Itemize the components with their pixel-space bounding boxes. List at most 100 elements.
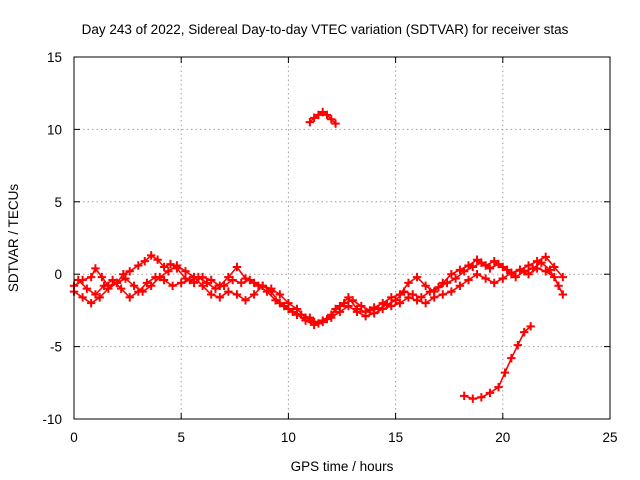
data-point bbox=[314, 319, 323, 328]
data-point bbox=[417, 293, 426, 302]
data-point bbox=[472, 270, 482, 279]
data-point bbox=[464, 261, 473, 270]
data-point bbox=[511, 272, 520, 282]
data-point bbox=[140, 256, 149, 266]
data-point bbox=[74, 275, 83, 285]
chart-title: Day 243 of 2022, Sidereal Day-to-day VTE… bbox=[82, 22, 569, 37]
data-point bbox=[116, 284, 126, 293]
y-tick-label: -10 bbox=[42, 412, 62, 427]
data-point bbox=[485, 264, 495, 273]
data-point bbox=[558, 290, 568, 299]
data-point bbox=[309, 320, 319, 330]
data-point bbox=[421, 281, 430, 290]
data-point bbox=[245, 275, 255, 285]
data-point bbox=[408, 290, 417, 299]
data-point bbox=[558, 272, 568, 282]
data-point bbox=[387, 293, 396, 302]
data-point bbox=[129, 281, 139, 290]
data-point bbox=[477, 258, 486, 267]
series-track-3 bbox=[74, 258, 563, 328]
data-point bbox=[344, 301, 353, 311]
data-point bbox=[352, 307, 362, 317]
data-point bbox=[331, 119, 340, 128]
y-tick-label: 10 bbox=[47, 122, 62, 137]
data-point bbox=[232, 290, 242, 299]
data-point bbox=[164, 267, 173, 276]
data-point bbox=[412, 272, 422, 282]
data-point bbox=[202, 278, 212, 288]
data-point bbox=[232, 262, 242, 272]
data-point bbox=[305, 313, 315, 322]
data-point bbox=[421, 298, 430, 308]
data-point bbox=[526, 322, 535, 331]
data-point bbox=[279, 301, 289, 311]
data-point bbox=[95, 293, 104, 302]
data-point bbox=[159, 275, 169, 285]
data-point bbox=[447, 270, 456, 279]
data-point bbox=[219, 281, 229, 290]
x-tick-label: 5 bbox=[177, 430, 185, 445]
data-point bbox=[228, 275, 237, 285]
data-point bbox=[391, 296, 400, 305]
x-tick-label: 10 bbox=[281, 430, 296, 445]
data-point bbox=[318, 107, 327, 117]
x-tick-label: 0 bbox=[70, 430, 78, 445]
data-point bbox=[507, 353, 516, 363]
data-point bbox=[262, 287, 272, 296]
data-point bbox=[97, 272, 107, 282]
data-point bbox=[331, 304, 340, 314]
data-point bbox=[339, 298, 349, 308]
data-point bbox=[541, 252, 550, 262]
data-point bbox=[134, 261, 143, 270]
data-point bbox=[481, 274, 490, 283]
data-point bbox=[168, 281, 177, 290]
data-point bbox=[215, 293, 224, 302]
data-point bbox=[500, 368, 510, 377]
series-line bbox=[463, 325, 532, 400]
series-descending-arc bbox=[460, 322, 535, 403]
data-point bbox=[207, 290, 216, 299]
data-point bbox=[322, 110, 332, 120]
data-point bbox=[91, 290, 100, 299]
data-point bbox=[451, 274, 460, 283]
y-tick-label: -5 bbox=[50, 340, 62, 355]
data-point bbox=[194, 272, 203, 282]
series-track-2 bbox=[69, 261, 568, 330]
data-point bbox=[146, 281, 156, 290]
series-line bbox=[77, 261, 560, 325]
data-point bbox=[382, 300, 392, 309]
data-point bbox=[442, 278, 452, 288]
data-point bbox=[515, 265, 525, 275]
data-point bbox=[365, 306, 375, 315]
data-point bbox=[532, 256, 542, 266]
data-point bbox=[322, 314, 332, 324]
data-point bbox=[468, 262, 477, 272]
y-axis-label: SDTVAR / TECUs bbox=[6, 184, 21, 293]
data-point bbox=[125, 267, 134, 276]
data-series bbox=[69, 107, 568, 403]
data-point bbox=[86, 298, 96, 308]
data-point bbox=[301, 316, 310, 325]
data-point bbox=[387, 301, 396, 311]
data-point bbox=[327, 115, 336, 124]
x-tick-label: 25 bbox=[602, 430, 617, 445]
data-point bbox=[305, 117, 315, 127]
data-point bbox=[185, 275, 194, 285]
data-point bbox=[237, 278, 246, 288]
data-point bbox=[455, 265, 465, 275]
data-point bbox=[541, 267, 550, 276]
y-tick-label: 0 bbox=[54, 267, 62, 282]
data-point bbox=[494, 382, 503, 392]
data-point bbox=[528, 264, 538, 273]
data-point bbox=[357, 301, 366, 311]
data-point bbox=[166, 259, 175, 269]
data-point bbox=[498, 274, 507, 283]
data-point bbox=[224, 272, 233, 282]
data-point bbox=[177, 278, 186, 288]
data-point bbox=[502, 265, 512, 275]
data-point bbox=[369, 309, 379, 318]
y-tick-label: 15 bbox=[47, 50, 62, 65]
data-point bbox=[460, 391, 469, 401]
data-point bbox=[134, 287, 143, 296]
data-point bbox=[494, 259, 503, 269]
